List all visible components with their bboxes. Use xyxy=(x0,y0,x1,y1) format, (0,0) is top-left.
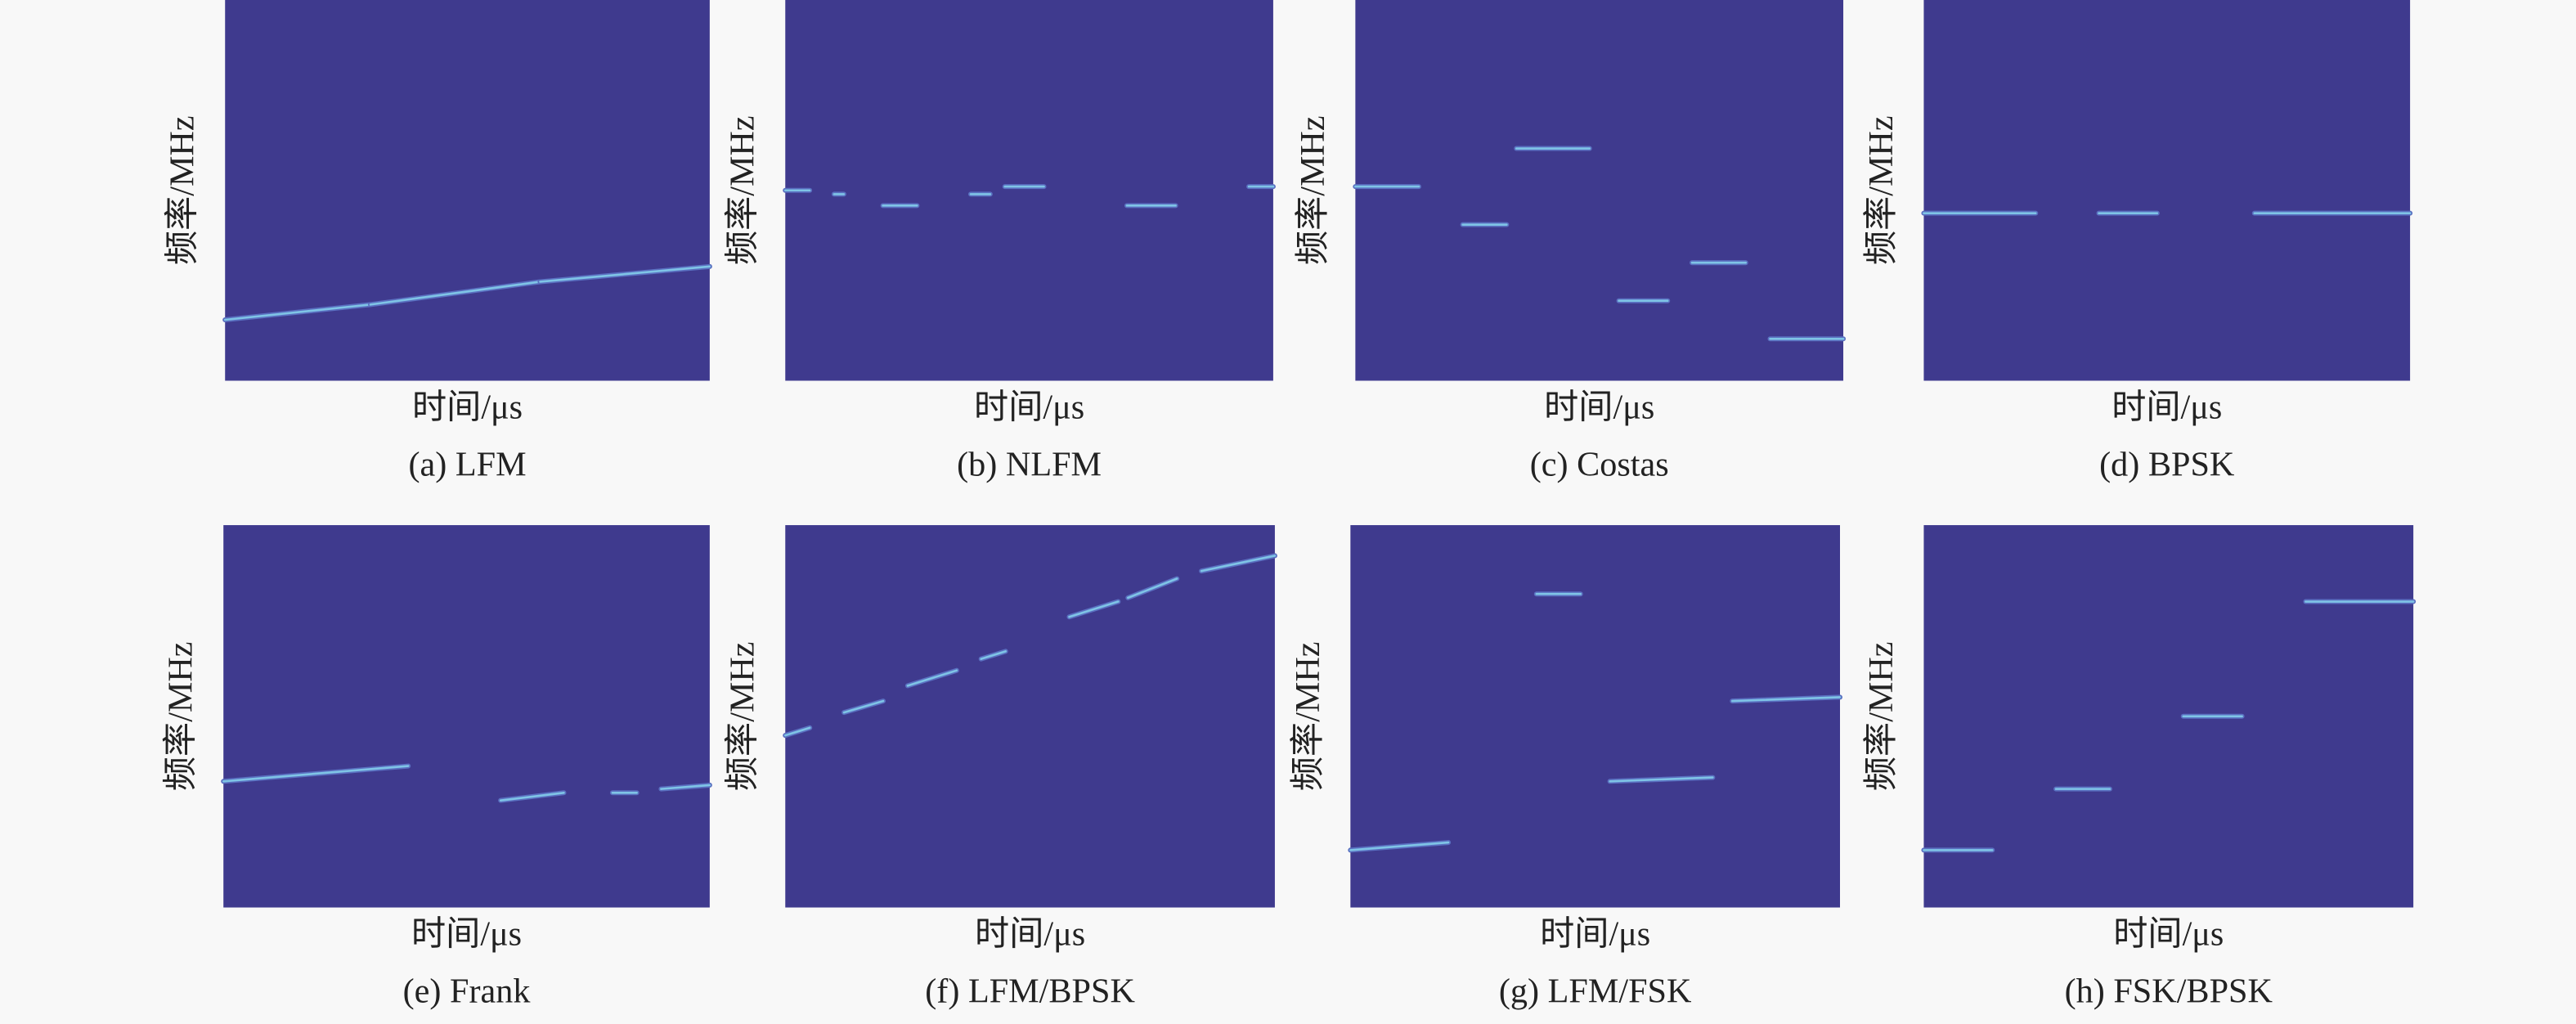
panel-caption: (a) LFM xyxy=(408,446,526,484)
signal-trace xyxy=(1068,600,1120,618)
signal-trace xyxy=(842,699,885,714)
y-axis-label: 频率/MHz xyxy=(1862,115,1901,265)
signal-trace xyxy=(499,791,565,802)
y-axis-label: 频率/MHz xyxy=(1862,642,1901,792)
spectrogram xyxy=(1923,0,2411,381)
panel-caption: (b) NLFM xyxy=(957,446,1102,484)
y-axis-label: 频率/MHz xyxy=(724,115,762,265)
x-axis-label: 时间/μs xyxy=(2112,388,2222,426)
spectrogram xyxy=(785,525,1275,908)
signal-trace xyxy=(1200,555,1277,573)
panel-caption: (c) Costas xyxy=(1530,446,1669,484)
signal-trace xyxy=(1609,776,1714,783)
x-axis-label: 时间/μs xyxy=(1544,388,1654,426)
signal-trace xyxy=(539,265,711,283)
x-axis-label: 时间/μs xyxy=(974,388,1084,426)
signal-trace xyxy=(660,784,711,790)
y-axis-label: 频率/MHz xyxy=(724,642,762,792)
signal-trace xyxy=(223,303,372,321)
panel-caption: (g) LFM/FSK xyxy=(1499,972,1692,1011)
y-axis-label: 频率/MHz xyxy=(1289,642,1327,792)
panel-caption: (h) FSK/BPSK xyxy=(2065,972,2273,1011)
panel-caption: (d) BPSK xyxy=(2099,446,2235,484)
spectrogram xyxy=(225,0,710,381)
panel-caption: (e) Frank xyxy=(403,972,532,1011)
x-axis-label: 时间/μs xyxy=(2113,914,2224,953)
x-axis-label: 时间/μs xyxy=(975,914,1085,953)
spectrogram xyxy=(785,0,1273,381)
signal-trace xyxy=(1349,841,1450,851)
spectrogram xyxy=(1350,525,1840,908)
signal-trace xyxy=(1127,577,1178,600)
spectrogram xyxy=(223,525,710,908)
signal-trace xyxy=(980,650,1007,660)
spectrogram xyxy=(1923,525,2414,908)
signal-trace xyxy=(222,765,410,783)
signal-trace xyxy=(906,669,958,687)
panel-caption: (f) LFM/BPSK xyxy=(925,972,1135,1011)
x-axis-label: 时间/μs xyxy=(411,914,522,953)
signal-trace xyxy=(1730,696,1842,703)
x-axis-label: 时间/μs xyxy=(1540,914,1650,953)
y-axis-label: 频率/MHz xyxy=(164,115,202,265)
y-axis-label: 频率/MHz xyxy=(162,642,200,792)
spectrogram xyxy=(1355,0,1844,381)
signal-trace xyxy=(369,281,541,306)
signal-trace xyxy=(783,726,811,737)
x-axis-label: 时间/μs xyxy=(412,388,523,426)
y-axis-label: 频率/MHz xyxy=(1294,115,1332,265)
